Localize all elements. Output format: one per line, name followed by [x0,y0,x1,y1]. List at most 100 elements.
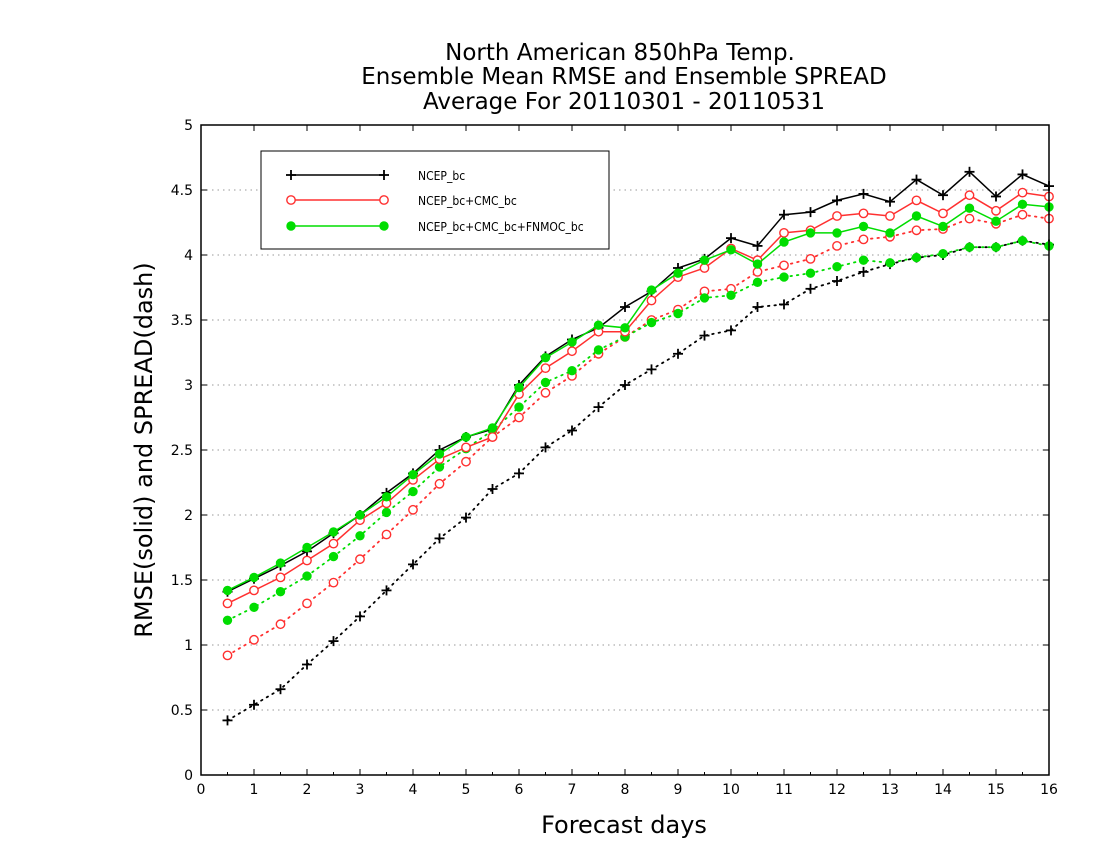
grid-layer [201,189,1049,711]
spread-point [964,242,975,252]
spread-series-2 [222,236,1054,625]
y-tick-label: 0 [184,768,193,784]
spread-point [832,276,842,286]
chart-title-line-2: Ensemble Mean RMSE and Ensemble SPREAD [361,64,886,90]
rmse-point [249,585,259,596]
spread-point [779,260,789,271]
rmse-point [461,432,471,442]
rmse-point [726,245,736,255]
rmse-series-2 [222,199,1054,596]
x-tick-label: 14 [934,782,952,798]
rmse-point [832,195,842,206]
spread-point [567,425,577,436]
spread-point [832,262,842,272]
spread-point [805,268,816,278]
y-tick-label: 3 [184,378,193,394]
spread-point [302,571,312,581]
spread-point [275,684,286,695]
rmse-point [514,382,524,393]
spread-point [938,249,948,259]
x-axis-title: Forecast days [541,811,707,839]
rmse-point [1017,199,1028,210]
spread-point [911,252,922,263]
spread-point [858,234,869,245]
y-tick-label: 2.5 [171,443,193,459]
spread-point [779,299,789,310]
x-tick-label: 9 [674,782,683,798]
x-tick-label: 2 [303,782,312,798]
spread-point [593,345,604,355]
spread-point [408,559,418,570]
legend-entries [286,170,389,231]
x-tick-label: 4 [409,782,418,798]
rmse-point [302,555,312,566]
rmse-point [620,323,630,333]
rmse-point [911,211,922,221]
rmse-point [275,558,286,568]
spread-point [540,442,551,453]
spread-point [302,598,312,609]
spread-point [885,258,895,268]
spread-point [487,484,498,494]
rmse-point [355,510,365,520]
rmse-point [832,211,842,221]
rmse-point [964,190,975,201]
rmse-point [911,195,922,206]
rmse-point [567,346,577,357]
rmse-point [408,470,418,480]
y-tick-label: 4.5 [171,183,193,199]
y-tick-label: 3.5 [171,313,193,329]
spread-point [328,577,339,588]
rmse-point [991,191,1001,202]
y-tick-label: 2 [184,508,193,524]
spread-point [646,317,657,328]
axis-layer: 0 1 2 3 4 5 6 7 8 9 10 11 12 13 14 15 1600.511.522.533.5… [171,118,1058,798]
spread-point [434,533,445,544]
spread-point [805,283,816,294]
x-tick-label: 15 [987,782,1005,798]
spread-point [858,266,869,277]
rmse-point [964,203,975,213]
spread-point [222,650,233,661]
spread-point [408,486,418,497]
spread-point [1017,209,1028,220]
spread-point [726,290,736,300]
spread-point [1017,236,1028,246]
rmse-point [832,228,842,238]
spread-point [328,636,339,647]
rmse-point [938,221,948,232]
spread-point [805,253,816,264]
spread-point [593,402,604,413]
spread-point [355,611,365,622]
x-tick-label: 1 [250,782,259,798]
rmse-point [567,337,577,347]
rmse-point [858,208,869,219]
rmse-point [487,432,498,442]
rmse-point [1017,169,1028,180]
rmse-point [646,295,657,306]
rmse-point [885,196,895,207]
rmse-line [227,203,1050,592]
rmse-point [222,598,233,609]
x-tick-label: 10 [722,782,740,798]
rmse-point [938,208,948,219]
rmse-point [779,209,789,220]
y-tick-label: 1.5 [171,573,193,589]
rmse-point [779,227,789,238]
spread-point [964,213,975,224]
rmse-point [726,233,736,244]
rmse-point [858,188,869,199]
spread-point [911,225,922,236]
spread-point [249,634,259,645]
rmse-point [275,572,286,583]
spread-point [408,504,418,515]
spread-point [752,266,763,277]
x-tick-label: 0 [197,782,206,798]
rmse-point [964,166,975,177]
spread-point [699,293,710,303]
rmse-point [222,585,233,596]
rmse-point [673,268,683,278]
chart-title: North American 850hPa Temp. Ensemble Mea… [361,40,886,115]
x-tick-label: 16 [1040,782,1058,798]
